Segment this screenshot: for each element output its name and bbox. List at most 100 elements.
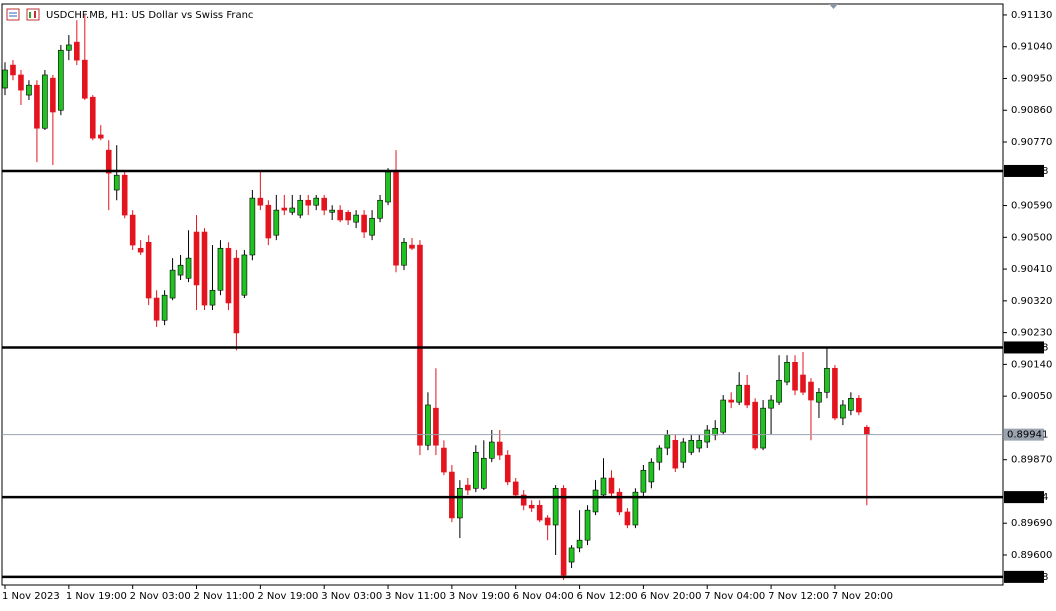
candle-body <box>704 429 711 443</box>
candle-body <box>113 174 120 191</box>
x-tick-label: 3 Nov 03:00 <box>321 591 382 602</box>
level-label: 0.90188 <box>1007 342 1048 353</box>
y-tick-label: 0.90140 <box>1011 359 1052 370</box>
y-tick-label: 0.90590 <box>1011 201 1052 212</box>
candle-body <box>856 397 862 413</box>
plot-frame <box>1 3 1004 586</box>
candle-body <box>760 407 766 449</box>
candle-body <box>50 77 56 113</box>
candle-body <box>425 404 431 446</box>
x-tick-label: 1 Nov 19:00 <box>66 591 127 602</box>
x-tick-label: 2 Nov 19:00 <box>257 591 318 602</box>
candle-body <box>576 539 583 549</box>
level-label: 0.89764 <box>1007 492 1048 503</box>
candle-body <box>840 404 846 419</box>
y-tick-label: 0.89870 <box>1011 455 1052 466</box>
candle-body <box>544 517 551 526</box>
x-tick-label: 7 Nov 12:00 <box>768 591 829 602</box>
candle-body <box>121 174 128 216</box>
candle-body <box>560 487 567 576</box>
candle-body <box>824 367 830 393</box>
y-tick-label: 0.90410 <box>1011 264 1052 275</box>
level-tag <box>1004 164 1044 177</box>
x-tick-label: 2 Nov 11:00 <box>194 591 255 602</box>
candle-body <box>313 197 320 206</box>
candle-body <box>34 84 40 129</box>
candle-body <box>89 96 96 139</box>
icon <box>6 8 20 21</box>
candle-body <box>385 171 391 203</box>
candle-body <box>800 374 806 393</box>
candle-body <box>512 481 519 496</box>
candle-body <box>18 74 24 91</box>
candle-body <box>552 487 559 526</box>
x-tick-label: 2 Nov 03:00 <box>130 591 191 602</box>
candle-body <box>153 297 160 321</box>
candle-body <box>504 454 511 483</box>
candle-body <box>648 461 655 483</box>
candle-body <box>161 294 168 321</box>
candle-body <box>465 484 471 491</box>
candle-body <box>74 41 80 61</box>
candle-body <box>488 441 495 459</box>
candle-body <box>816 391 822 403</box>
y-tick-label: 0.90050 <box>1011 391 1052 402</box>
candle-body <box>784 361 790 383</box>
candle-body <box>417 244 423 446</box>
candle-body <box>209 289 216 306</box>
candle-body <box>568 547 575 563</box>
candle-body <box>66 44 72 51</box>
current-price-label: 0.89941 <box>1007 430 1048 441</box>
candle-body <box>592 489 599 513</box>
candle-body <box>744 384 750 406</box>
candle-body <box>2 69 8 89</box>
candle-body <box>177 264 184 276</box>
candle-body <box>712 427 719 436</box>
candle-body <box>536 504 543 521</box>
candle-body <box>608 477 615 494</box>
candle-body <box>640 469 647 493</box>
candle-body <box>473 451 479 489</box>
candle-body <box>528 504 535 509</box>
x-tick-label: 3 Nov 11:00 <box>385 591 446 602</box>
candle-body <box>393 171 399 266</box>
level-tag <box>1004 341 1044 354</box>
candle-body <box>656 447 663 463</box>
y-tick-label: 0.91130 <box>1011 10 1052 21</box>
y-tick-label: 0.90230 <box>1011 328 1052 339</box>
candle-body <box>233 257 240 334</box>
candle-body <box>864 426 870 435</box>
x-tick-label: 6 Nov 04:00 <box>513 591 574 602</box>
y-tick-label: 0.90500 <box>1011 232 1052 243</box>
candle-body <box>808 381 814 401</box>
current-price-tag <box>1004 428 1044 441</box>
y-tick-label: 0.91040 <box>1011 42 1052 53</box>
candle-body <box>201 231 208 306</box>
candle-body <box>776 379 782 403</box>
x-tick-label: 3 Nov 19:00 <box>449 591 510 602</box>
candle-body <box>297 199 304 216</box>
y-tick-label: 0.89690 <box>1011 518 1052 529</box>
candle-body <box>736 384 742 403</box>
candle-body <box>353 214 359 223</box>
y-tick-label: 0.90320 <box>1011 296 1052 307</box>
candle-body <box>433 407 439 446</box>
candle-body <box>616 491 623 513</box>
candle-body <box>792 361 798 391</box>
candle-body <box>457 487 463 519</box>
candle-body <box>480 457 487 489</box>
candle-body <box>496 441 503 456</box>
y-tick-label: 0.89600 <box>1011 550 1052 561</box>
level-label: 0.90688 <box>1007 166 1048 177</box>
candle-body <box>58 49 64 111</box>
candle-body <box>441 447 447 473</box>
candle-body <box>281 207 288 211</box>
candle-body <box>624 511 631 526</box>
candle-body <box>241 254 248 296</box>
candle-body <box>129 214 136 246</box>
x-tick-label: 6 Nov 12:00 <box>577 591 638 602</box>
candle-body <box>105 149 112 174</box>
candle-body <box>273 209 280 236</box>
candle-body <box>97 134 104 139</box>
